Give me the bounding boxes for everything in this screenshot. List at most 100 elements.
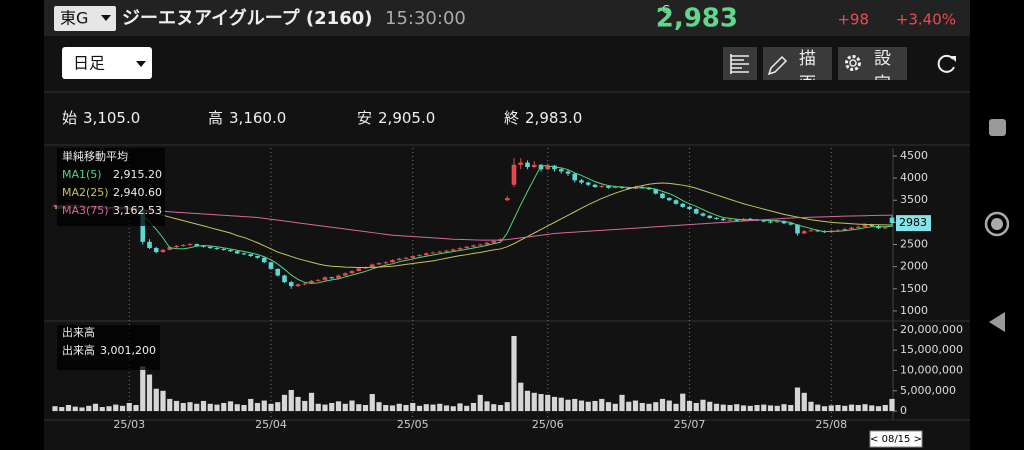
back-button[interactable] [989,312,1005,332]
volume-bar [248,398,254,412]
candle-body [653,189,659,194]
volume-bar [423,404,429,412]
ohlc-value: 2,905.0 [378,109,435,127]
volume-bar [693,402,699,412]
candle-body [572,173,578,181]
market: 東G [60,9,88,28]
header-bar [44,0,970,36]
candle-body [606,186,611,188]
plot: 2983 [52,158,931,412]
candle-body [525,162,530,168]
price: 2,983 [656,4,738,34]
volume-bar [781,404,787,412]
candle-body [248,254,254,257]
candle-body [221,248,227,250]
price-flag: C [662,3,670,16]
home-button[interactable] [984,211,1010,237]
candle-body [383,262,389,264]
candle-body [160,249,166,253]
indicator-button[interactable] [723,47,757,80]
draw-button[interactable]: 描画 [763,47,832,80]
volume-bar [160,390,166,412]
candle-body [882,227,888,229]
refresh-button[interactable] [937,54,956,73]
candle-body [491,240,497,243]
icon [767,55,788,76]
volume-bar [362,405,369,412]
volume-bar [194,403,200,412]
candle-body [477,244,483,246]
period-select[interactable]: 日足 [62,47,152,79]
candle-body [504,198,510,201]
candle-body [261,257,267,263]
volume-bar [538,394,544,412]
ma-line [54,182,893,269]
volume-bar [605,402,612,412]
legend-value: 2,915.20 [113,168,162,181]
y-tick-label: 2000 [900,260,928,273]
candle-body [538,164,544,170]
ohlc-item: 高 3,160.0 [208,109,286,127]
volume-bar [882,405,888,412]
legend-value: 2,940.60 [113,186,162,199]
volume-bar [734,404,740,412]
candle-body [579,180,584,183]
volume-bar [599,398,605,412]
volume-bar [828,405,834,412]
volume-bar [376,402,382,412]
candle-body [842,229,848,231]
volume-bar [180,402,186,412]
volume-bar [720,404,726,412]
candle-body [363,267,368,269]
settings-button[interactable]: 設定 [838,47,907,80]
volume-bar [740,405,747,412]
candle-body [423,253,429,256]
legend-name: MA3(75) [62,204,109,217]
candle-body [336,275,341,279]
y-tick-label: 15,000,000 [900,343,963,356]
volume-legend-value: 3,001,200 [100,344,156,357]
candle-body [234,251,240,254]
volume-bar [72,406,78,412]
volume-bar [133,405,139,412]
candle-body [295,284,301,287]
candle-body [201,245,206,247]
candle-body [849,227,854,230]
volume-bar [281,394,288,412]
ohlc-item: 終 2,983.0 [504,109,582,127]
ohlc-row: 始 3,105.0 高 3,160.0 安 2,905.0 終 2,983.0 [62,109,582,127]
candle-body [687,206,692,210]
candle-body [673,200,679,204]
volume-bar [275,402,281,412]
volume-bar [227,401,234,412]
market-select[interactable]: 東G [54,6,116,31]
volume-bar [659,398,666,412]
candle-body [727,219,733,221]
icon [849,59,857,67]
y-tick-label: 5,000,000 [900,384,956,397]
legend-box [57,325,160,370]
candle-body [774,221,780,223]
candle-body [342,273,348,276]
y-tick-label: 0 [900,404,907,417]
recent-button[interactable] [989,119,1006,136]
candle-body [207,246,213,249]
y-tick-label: 4000 [900,171,928,184]
candle-body [180,244,186,246]
volume-bar [713,403,720,412]
volume-bar [653,402,659,412]
volume-bar [842,405,848,412]
volume-bar [59,407,65,412]
volume-bar [288,389,294,412]
legend: 単純移動平均 MA1(5) 2,915.20 MA2(25) 2,940.60 MA3(7… [57,148,923,448]
volume-bar [531,392,537,412]
volume-bar [457,403,463,412]
candle-body [518,162,524,165]
candle-body [720,218,726,221]
candle-body [268,262,274,269]
candle-body [147,241,152,249]
candle-body [531,164,537,168]
candle-body [275,268,281,276]
volume-bar [639,402,645,412]
